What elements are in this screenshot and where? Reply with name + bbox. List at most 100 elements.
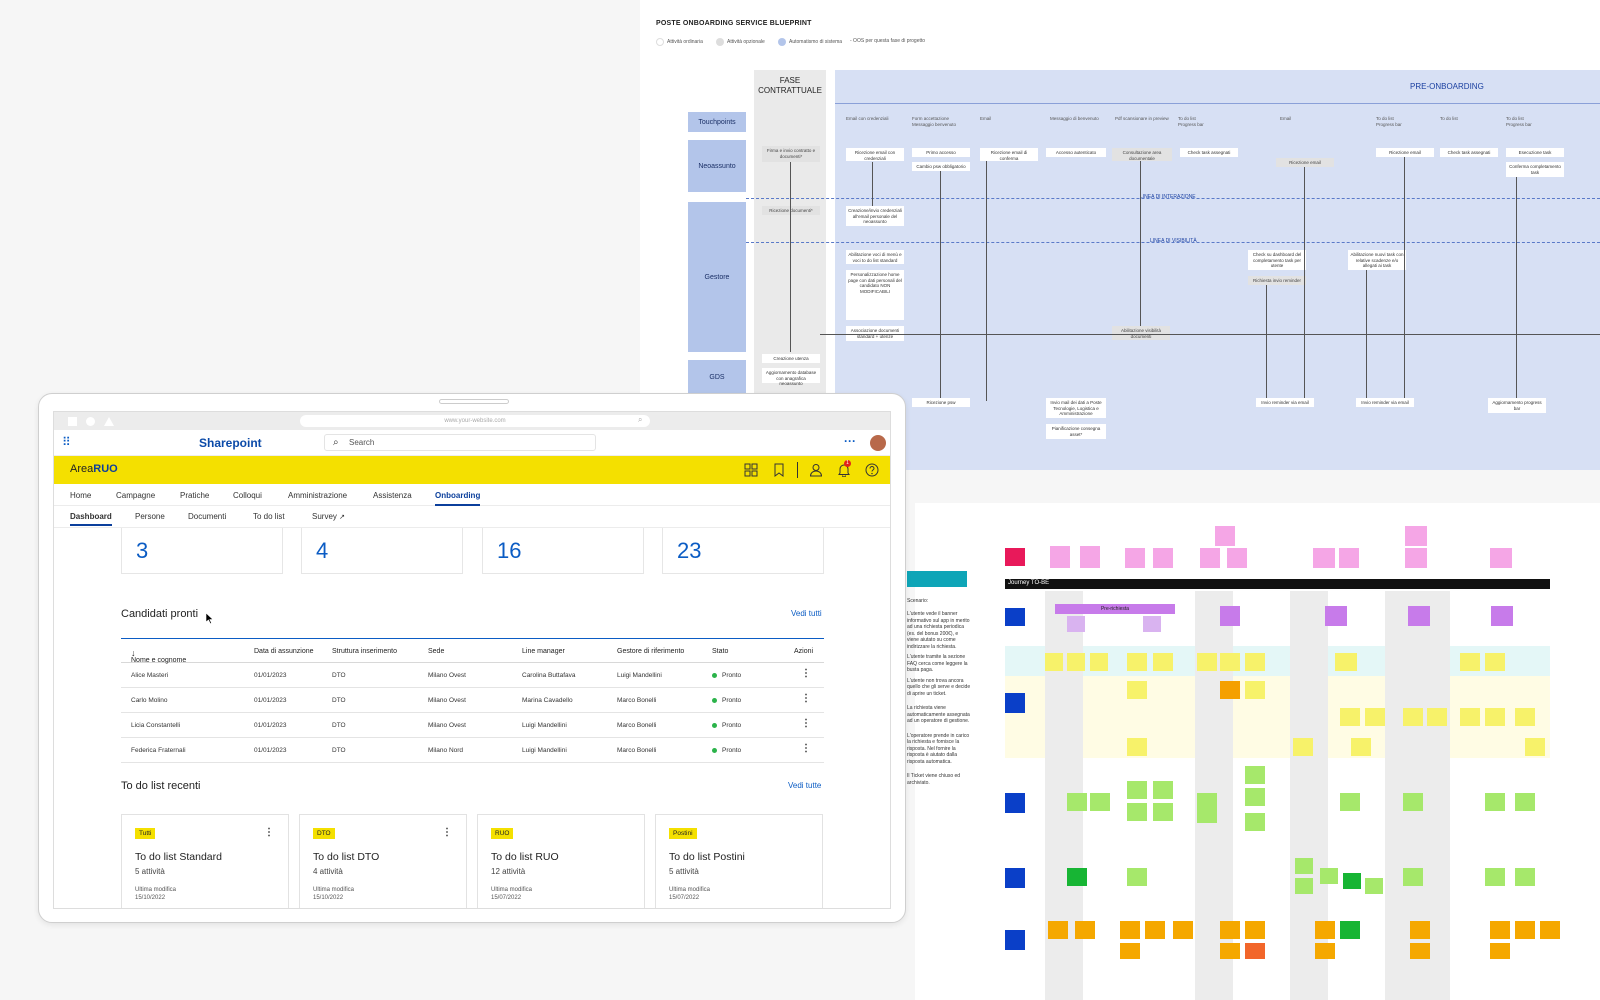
sticky-note xyxy=(1405,526,1427,546)
sticky-note xyxy=(1540,921,1560,939)
app-launcher-icon[interactable]: ⠿ xyxy=(62,435,71,449)
table-row[interactable]: Federica Fraternali 01/01/2023 DTO Milan… xyxy=(121,738,824,763)
touchpoint-label: Form accettazione Messaggio benvenuto xyxy=(912,116,957,127)
nav-campagne[interactable]: Campagne xyxy=(116,491,156,500)
notification-badge: 1 xyxy=(844,460,851,467)
browser-button[interactable] xyxy=(104,417,114,426)
cell-manager: Marco Bonelli xyxy=(617,697,657,704)
sticky-note xyxy=(1485,653,1505,671)
lane-key xyxy=(1005,608,1025,626)
table-row[interactable]: Carlo Molino 01/01/2023 DTO Milano Ovest… xyxy=(121,688,824,713)
sticky-note xyxy=(1215,526,1235,546)
sticky-note xyxy=(1127,781,1147,799)
nav-onboarding[interactable]: Onboarding xyxy=(435,491,481,506)
blueprint-card: Primo accesso xyxy=(912,148,970,157)
blueprint-card: Check task assegnati xyxy=(1440,148,1498,157)
sharepoint-title[interactable]: Sharepoint xyxy=(199,436,262,450)
sticky-note xyxy=(1525,738,1545,756)
scenario-text: Il Ticket viene chiuso ed archiviato. xyxy=(907,773,961,786)
todo-tag: Postini xyxy=(669,828,697,839)
apps-grid-icon[interactable] xyxy=(744,463,758,477)
phase-divider xyxy=(835,103,1600,104)
todo-modified-label: Ultima modifica xyxy=(669,887,711,893)
sticky-note xyxy=(1153,781,1173,799)
sticky-note xyxy=(1485,793,1505,811)
todo-modified-label: Ultima modifica xyxy=(313,887,355,893)
tab-documenti[interactable]: Documenti xyxy=(188,512,227,521)
stat-value: 16 xyxy=(497,538,522,563)
blueprint-card: Invio reminder via email xyxy=(1356,398,1414,407)
bookmark-icon[interactable] xyxy=(772,463,786,477)
sticky-note xyxy=(1365,878,1383,894)
sticky-note xyxy=(1295,858,1313,874)
row-actions-icon[interactable]: ⋮ xyxy=(801,718,811,729)
see-all-todo-link[interactable]: Vedi tutte xyxy=(788,781,822,790)
sub-nav: Dashboard Persone Documenti To do list S… xyxy=(54,506,890,528)
browser-button[interactable] xyxy=(86,417,95,426)
nav-home[interactable]: Home xyxy=(70,491,92,500)
row-actions-icon[interactable]: ⋮ xyxy=(801,668,811,679)
cell-name: Carlo Molino xyxy=(131,697,168,704)
stat-card[interactable]: 3 xyxy=(121,528,283,574)
browser-button[interactable] xyxy=(68,417,77,426)
board-band xyxy=(1005,676,1550,758)
sticky-note xyxy=(1490,548,1512,568)
cell-location: Milano Ovest xyxy=(428,672,466,679)
nav-assistenza[interactable]: Assistenza xyxy=(373,491,412,500)
blueprint-title: POSTE ONBOARDING SERVICE BLUEPRINT xyxy=(656,20,812,27)
todo-title: To do list Standard xyxy=(135,851,222,863)
cell-structure: DTO xyxy=(332,722,346,729)
avatar[interactable] xyxy=(870,435,886,451)
stat-card[interactable]: 16 xyxy=(482,528,644,574)
tab-survey[interactable]: Survey ↗ xyxy=(312,512,346,521)
sticky-note xyxy=(1339,548,1359,568)
help-icon[interactable] xyxy=(865,463,879,477)
sticky-note xyxy=(1245,681,1265,699)
blueprint-card: Firma e invio contratto e documenti* xyxy=(762,146,820,162)
tab-to-do-list[interactable]: To do list xyxy=(253,512,285,521)
sticky-note xyxy=(1485,708,1505,726)
nav-pratiche[interactable]: Pratiche xyxy=(180,491,210,500)
scenario-text: La richiesta viene automaticamente asseg… xyxy=(907,705,970,724)
site-title[interactable]: AreaRUO xyxy=(70,463,118,475)
todo-modified-label: Ultima modifica xyxy=(135,887,177,893)
row-actions-icon[interactable]: ⋮ xyxy=(801,693,811,704)
phase-label: PRE-ONBOARDING xyxy=(1410,82,1484,91)
todo-card[interactable]: DTO ⋮ To do list DTO 4 attività Ultima m… xyxy=(299,814,467,908)
todo-tag: RUO xyxy=(491,828,514,839)
see-all-candidates-link[interactable]: Vedi tutti xyxy=(791,609,822,618)
nav-colloqui[interactable]: Colloqui xyxy=(233,491,262,500)
sticky-note xyxy=(1197,653,1217,671)
sticky-note xyxy=(1340,793,1360,811)
tablet-frame: www.your-website.com ⌕ ⠿ Sharepoint ⌕ Se… xyxy=(38,393,906,923)
stat-card[interactable]: 4 xyxy=(301,528,463,574)
row-actions-icon[interactable]: ⋮ xyxy=(801,743,811,754)
cell-location: Milano Ovest xyxy=(428,697,466,704)
todo-card[interactable]: RUO To do list RUO 12 attività Ultima mo… xyxy=(477,814,645,908)
user-icon[interactable] xyxy=(809,463,823,477)
tab-dashboard[interactable]: Dashboard xyxy=(70,512,112,526)
todo-title: To do list RUO xyxy=(491,851,559,863)
table-row[interactable]: Licia Constantelli 01/01/2023 DTO Milano… xyxy=(121,713,824,738)
sticky-note xyxy=(1090,653,1108,671)
legend-item: Attività ordinaria xyxy=(656,38,703,46)
card-menu-icon[interactable]: ⋮ xyxy=(264,827,274,838)
url-bar[interactable]: www.your-website.com xyxy=(300,415,650,427)
table-row[interactable]: Alice Masteri 01/01/2023 DTO Milano Oves… xyxy=(121,663,824,688)
connector xyxy=(1516,177,1517,398)
card-menu-icon[interactable]: ⋮ xyxy=(442,827,452,838)
status-badge: Pronto xyxy=(712,747,741,754)
sticky-note xyxy=(1351,738,1371,756)
sticky-note xyxy=(1325,606,1347,626)
tab-persone[interactable]: Persone xyxy=(135,512,165,521)
search-input[interactable]: ⌕ Search xyxy=(324,434,596,451)
todo-card[interactable]: Tutti ⋮ To do list Standard 5 attività U… xyxy=(121,814,289,908)
sticky-note xyxy=(1405,548,1427,568)
stat-card[interactable]: 23 xyxy=(662,528,824,574)
connector xyxy=(790,162,791,352)
cell-date: 01/01/2023 xyxy=(254,672,287,679)
column-header[interactable]: Nome e cognome ↓ xyxy=(131,648,187,664)
todo-card[interactable]: Postini To do list Postini 5 attività Ul… xyxy=(655,814,823,908)
nav-amministrazione[interactable]: Amministrazione xyxy=(288,491,348,500)
more-options-icon[interactable]: ··· xyxy=(844,434,856,448)
